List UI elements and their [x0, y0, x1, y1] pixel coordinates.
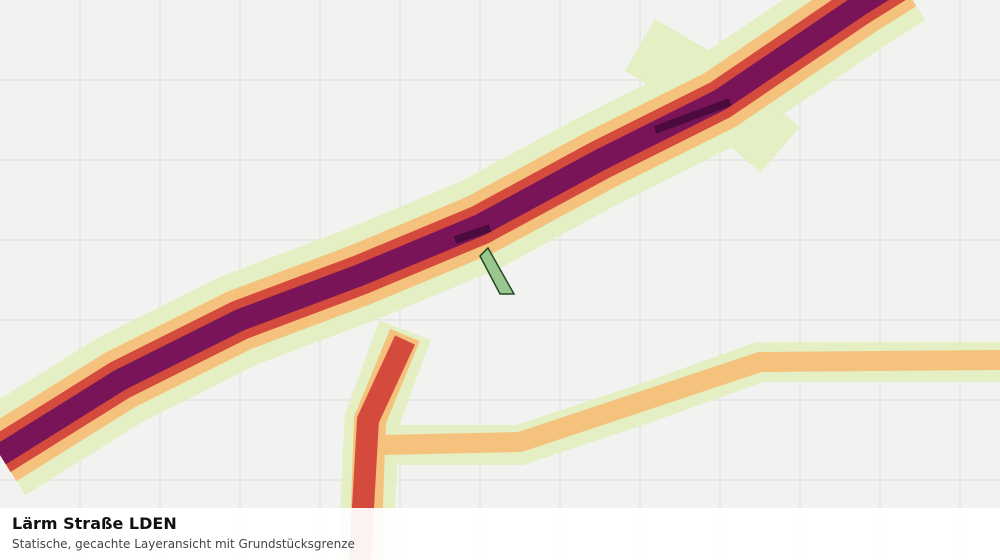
noise-zone-extreme — [453, 224, 492, 244]
caption-bar: Lärm Straße LDEN Statische, gecachte Lay… — [0, 508, 1000, 560]
noise-zone-extreme — [653, 98, 732, 134]
noise-zone-low — [380, 342, 1000, 465]
parcel-boundary[interactable] — [479, 246, 516, 295]
caption-subtitle: Statische, gecachte Layeransicht mit Gru… — [12, 537, 355, 551]
noise-zone-very-high — [0, 0, 889, 465]
noise-zone-medium — [379, 350, 1000, 455]
caption-title: Lärm Straße LDEN — [12, 514, 177, 533]
